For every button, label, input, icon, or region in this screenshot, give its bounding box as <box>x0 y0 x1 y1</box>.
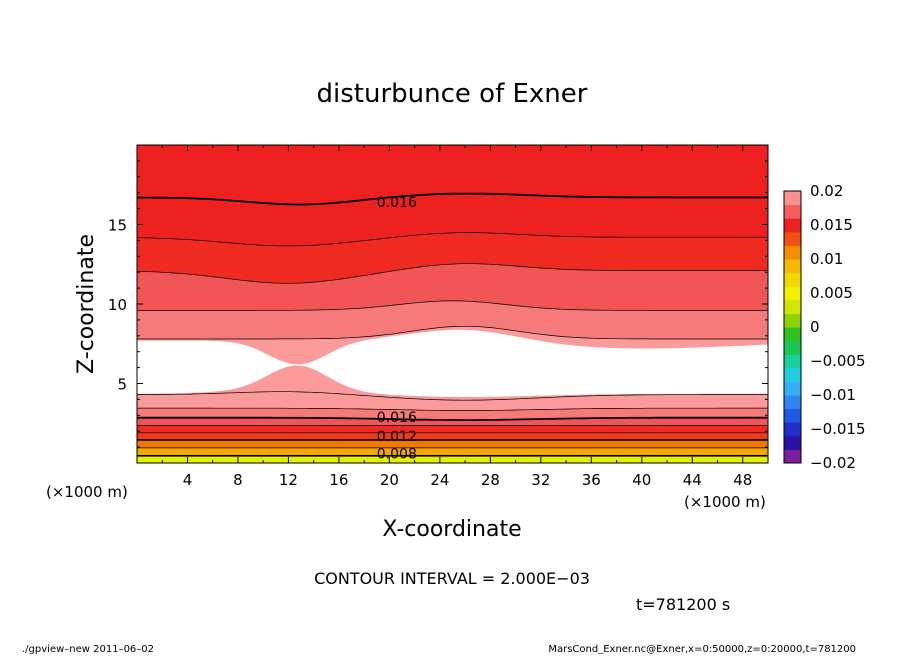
contour-line <box>137 300 768 311</box>
colorbar-swatch <box>784 204 801 219</box>
x-tick-label: 20 <box>380 471 399 489</box>
x-axis: 4 8 12 16 20 24 28 32 36 40 44 48 <box>161 145 769 489</box>
colorbar-swatch <box>784 313 801 328</box>
colorbar-swatch <box>784 286 801 301</box>
x-tick-label: 36 <box>582 471 601 489</box>
y-unit-label: (×1000 m) <box>46 483 128 501</box>
time-stamp: t=781200 s <box>636 595 730 614</box>
colorbar-swatch <box>784 218 801 233</box>
contour-line <box>137 192 768 206</box>
colorbar-swatch <box>784 435 801 450</box>
y-axis: 5 10 15 <box>108 160 768 448</box>
contour-band <box>137 455 768 463</box>
contour-line <box>137 325 768 340</box>
colorbar-label: −0.01 <box>810 386 856 404</box>
colorbar-label: 0.02 <box>810 182 843 200</box>
colorbar-label: 0.01 <box>810 250 843 268</box>
contour-line <box>137 263 768 284</box>
colorbar-swatch <box>784 395 801 410</box>
colorbar-swatch <box>784 408 801 423</box>
x-tick-label: 16 <box>329 471 348 489</box>
x-tick-label: 48 <box>733 471 752 489</box>
colorbar-swatch <box>784 422 801 437</box>
x-tick-label: 8 <box>233 471 243 489</box>
colorbar-swatch <box>784 340 801 355</box>
x-tick-label: 44 <box>683 471 702 489</box>
contour-line <box>137 391 768 401</box>
colorbar-swatch <box>784 245 801 260</box>
contour-line <box>137 416 768 421</box>
x-unit-label: (×1000 m) <box>684 493 766 511</box>
colorbar-swatch <box>784 381 801 396</box>
contour-label: 0.008 <box>377 446 417 462</box>
y-tick-label: 10 <box>108 296 127 314</box>
contour-interval: CONTOUR INTERVAL = 2.000E−03 <box>314 569 590 588</box>
colorbar-swatch <box>784 354 801 369</box>
colorbar-frame <box>783 190 802 464</box>
x-tick-label: 28 <box>481 471 500 489</box>
contour-band-white <box>137 329 768 397</box>
contour-label: 0.012 <box>377 429 417 445</box>
colorbar-label: 0 <box>810 318 820 336</box>
colorbar: 0.02 0.015 0.01 0.005 0 −0.005 −0.01 −0.015 −0.0… <box>783 182 866 472</box>
colorbar-swatch <box>784 367 801 382</box>
colorbar-swatch <box>784 272 801 287</box>
colorbar-label: −0.02 <box>810 454 856 472</box>
y-axis-title: Z-coordinate <box>74 234 99 374</box>
x-tick-label: 4 <box>183 471 193 489</box>
plot-area <box>137 145 768 463</box>
colorbar-swatch <box>784 299 801 314</box>
x-tick-label: 24 <box>430 471 449 489</box>
colorbar-swatch <box>784 327 801 342</box>
contour-label: 0.016 <box>377 195 417 211</box>
colorbar-swatch <box>784 191 801 206</box>
x-axis-title: X-coordinate <box>382 517 521 542</box>
contour-lines <box>137 192 768 457</box>
y-tick-label: 5 <box>117 376 127 394</box>
colorbar-swatch <box>784 231 801 246</box>
colorbar-label: −0.015 <box>810 420 866 438</box>
y-tick-label: 15 <box>108 217 127 235</box>
colorbar-label: −0.005 <box>810 352 866 370</box>
x-tick-label: 40 <box>632 471 651 489</box>
contour-line <box>137 407 768 411</box>
footer-right: MarsCond_Exner.nc@Exner,x=0:50000,z=0:20… <box>548 644 856 654</box>
x-tick-label: 32 <box>531 471 550 489</box>
colorbar-label: 0.005 <box>810 284 853 302</box>
contour-label: 0.016 <box>377 410 417 426</box>
contour-line <box>137 232 768 247</box>
x-tick-label: 12 <box>279 471 298 489</box>
footer-left: ./gpview–new 2011–06–02 <box>22 644 154 654</box>
colorbar-label: 0.015 <box>810 216 853 234</box>
chart-title: disturbunce of Exner <box>317 79 588 109</box>
colorbar-swatch <box>784 259 801 274</box>
colorbar-swatch <box>784 449 801 464</box>
